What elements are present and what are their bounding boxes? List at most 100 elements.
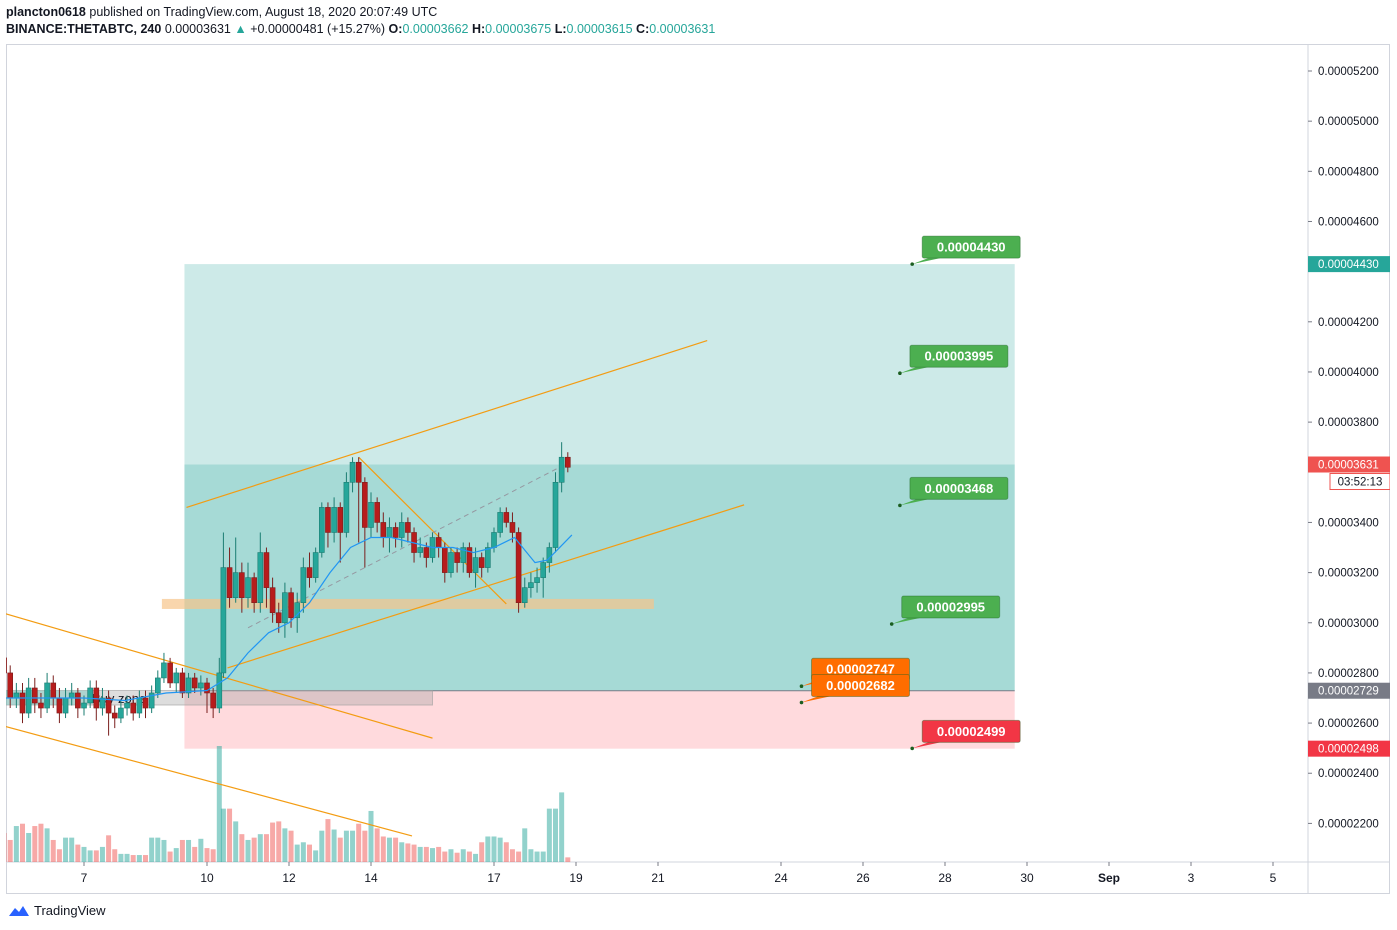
- volume-bar: [50, 839, 56, 862]
- callout-box: [921, 235, 1021, 259]
- candle-body: [161, 662, 167, 679]
- volume-bar: [497, 837, 503, 862]
- price-tag-box: [1308, 682, 1390, 699]
- volume-bar: [516, 851, 522, 862]
- volume-bar: [173, 848, 179, 862]
- candle-body: [466, 547, 473, 573]
- candle-body: [558, 456, 565, 483]
- candle-body: [423, 547, 430, 558]
- volume-bar: [331, 829, 337, 862]
- candle-body: [454, 552, 460, 563]
- zone-stop: [184, 690, 1015, 749]
- price-chart[interactable]: Buy zone 0.00004430 0.00003995 0.00003468 0.…: [6, 44, 1390, 894]
- callout-label: 0.00002499: [937, 724, 1006, 739]
- candle-body: [355, 461, 362, 483]
- volume-bar: [325, 819, 331, 862]
- candle-body: [515, 532, 522, 603]
- callout-label: 0.00003468: [925, 481, 994, 496]
- candle-body: [7, 672, 14, 699]
- volume-bar: [186, 839, 192, 862]
- candle-body: [81, 702, 87, 709]
- volume-bar: [300, 842, 306, 862]
- candle-body: [50, 682, 57, 699]
- volume-bar: [368, 810, 374, 862]
- volume-bar: [143, 855, 148, 862]
- volume-bar: [540, 851, 546, 862]
- zone-profit: [184, 464, 1015, 691]
- candle-body: [337, 507, 344, 533]
- volume-bar: [20, 823, 25, 862]
- volume-bar: [393, 837, 399, 862]
- candle-body: [349, 461, 356, 483]
- high-label: H:: [471, 22, 486, 36]
- price-tag-box: [1308, 740, 1390, 757]
- callout-label: 0.00004430: [937, 240, 1006, 255]
- volume-bar: [251, 837, 257, 862]
- trendline: [358, 456, 507, 605]
- volume-bar: [245, 839, 251, 862]
- candle-body: [38, 702, 44, 709]
- volume-bar: [233, 821, 239, 862]
- time-tick-label: 14: [364, 871, 378, 885]
- candle-body: [521, 587, 528, 603]
- volume-bar: [503, 842, 509, 862]
- price-tick-label: 0.00004200: [1318, 317, 1379, 329]
- volume-bar: [337, 837, 343, 862]
- candle-body: [374, 502, 380, 523]
- time-tick-label: 7: [81, 871, 88, 885]
- chart-header: plancton0618 published on TradingView.co…: [6, 4, 715, 38]
- footer-brand[interactable]: TradingView: [34, 903, 106, 918]
- volume-bar: [374, 828, 380, 862]
- candle-body: [99, 697, 106, 709]
- volume-bar: [405, 843, 411, 862]
- time-tick-label: 24: [774, 871, 788, 885]
- volume-bar: [257, 834, 263, 862]
- volume-bar: [534, 851, 540, 862]
- footer: TradingView: [8, 903, 106, 918]
- volume-bar: [356, 823, 362, 862]
- publisher-name[interactable]: plancton0618: [6, 5, 86, 19]
- candle-body: [325, 507, 331, 533]
- volume-bar: [81, 846, 87, 862]
- publisher-line: plancton0618 published on TradingView.co…: [6, 4, 715, 21]
- candle-body: [167, 662, 173, 684]
- price-callout: 0.00002682: [799, 674, 910, 705]
- candle-body: [343, 482, 350, 533]
- volume-bar: [343, 830, 349, 862]
- candle-body: [398, 522, 405, 538]
- volume-bar: [430, 848, 435, 862]
- volume-bar: [161, 839, 167, 862]
- price-tag-label: 0.00004430: [1318, 259, 1379, 271]
- callout-label: 0.00003995: [925, 349, 994, 364]
- symbol-label[interactable]: BINANCE:THETABTC, 240: [6, 22, 162, 36]
- volume-bar: [179, 839, 185, 862]
- volume-bar: [227, 808, 233, 862]
- callout-pointer: [891, 618, 920, 625]
- volume-bar: [288, 830, 294, 862]
- volume-bar: [454, 852, 460, 862]
- time-tick-label: 5: [1270, 871, 1277, 885]
- candle-body: [269, 587, 276, 614]
- candle-body: [75, 692, 81, 709]
- volume-bar: [546, 808, 552, 862]
- trendline: [186, 340, 708, 508]
- price-callout: 0.00003995: [898, 344, 1009, 376]
- countdown-box: [1329, 473, 1390, 491]
- tradingview-logo-icon[interactable]: [8, 904, 30, 918]
- volume-bar: [442, 851, 448, 862]
- callout-anchor: [799, 684, 804, 689]
- candle-body: [263, 552, 270, 588]
- volume-bar: [63, 837, 69, 862]
- low-value: 0.00003615: [566, 22, 633, 36]
- callout-label: 0.00002682: [826, 678, 895, 693]
- volume-bar: [93, 850, 99, 862]
- price-tick-label: 0.00002600: [1318, 718, 1379, 730]
- candle-body: [198, 682, 204, 689]
- candle-body: [179, 672, 186, 694]
- callout-anchor: [898, 371, 902, 376]
- callout-pointer: [899, 499, 928, 506]
- candle-body: [300, 567, 307, 603]
- candle-body: [111, 712, 118, 719]
- candle-body: [191, 677, 198, 689]
- volume-bar: [87, 850, 93, 862]
